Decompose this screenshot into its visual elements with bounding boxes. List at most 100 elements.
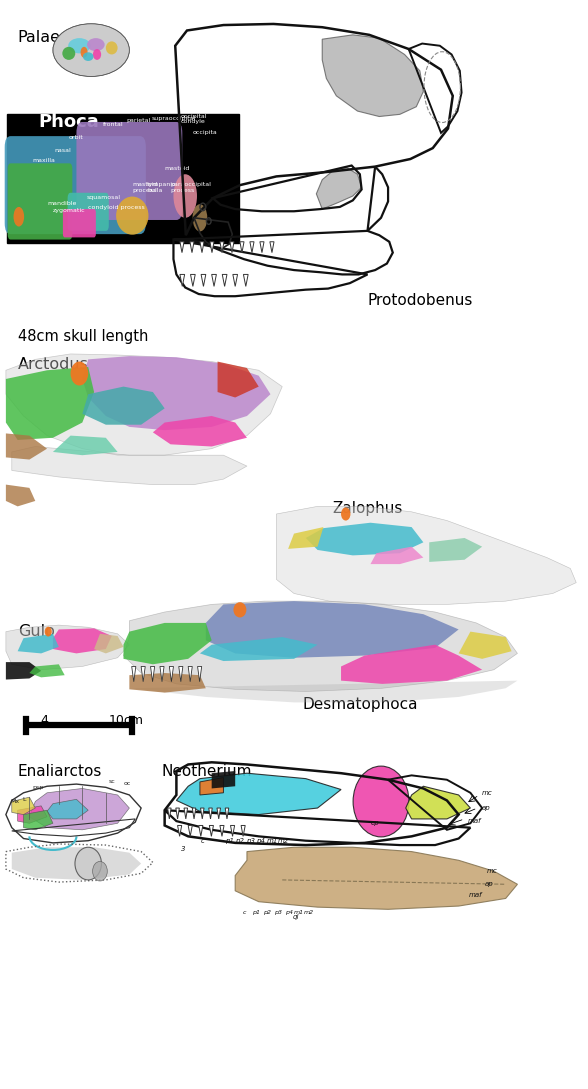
Text: 4: 4: [40, 714, 48, 727]
Polygon shape: [12, 847, 141, 880]
Polygon shape: [201, 808, 204, 819]
Text: Neotherium: Neotherium: [162, 764, 252, 780]
Polygon shape: [240, 242, 244, 253]
Text: 10cm: 10cm: [109, 714, 144, 727]
Text: m1: m1: [294, 910, 304, 915]
Text: c: c: [201, 837, 205, 844]
Polygon shape: [12, 797, 35, 815]
Text: p3: p3: [274, 910, 282, 915]
Ellipse shape: [93, 49, 101, 60]
Text: p4: p4: [256, 837, 265, 844]
Ellipse shape: [353, 767, 409, 836]
Text: p3: p3: [246, 837, 255, 844]
Polygon shape: [233, 274, 238, 286]
Polygon shape: [230, 242, 234, 253]
Polygon shape: [132, 666, 136, 682]
FancyBboxPatch shape: [5, 136, 146, 234]
Polygon shape: [288, 527, 323, 549]
Text: Protodobenus: Protodobenus: [368, 293, 473, 308]
Polygon shape: [29, 664, 65, 677]
Polygon shape: [270, 242, 274, 253]
Polygon shape: [212, 274, 216, 286]
Polygon shape: [129, 681, 517, 702]
Polygon shape: [222, 274, 227, 286]
Ellipse shape: [233, 602, 246, 617]
Polygon shape: [180, 242, 184, 253]
Text: maxilla: maxilla: [32, 158, 55, 162]
Polygon shape: [6, 367, 94, 440]
Polygon shape: [235, 847, 517, 909]
FancyBboxPatch shape: [68, 193, 109, 231]
Polygon shape: [169, 666, 173, 682]
Polygon shape: [459, 632, 512, 659]
Polygon shape: [341, 645, 482, 684]
Polygon shape: [82, 356, 270, 430]
Polygon shape: [151, 666, 155, 682]
Text: Mx: Mx: [11, 798, 20, 804]
Text: occipita: occipita: [192, 131, 217, 135]
Polygon shape: [18, 634, 59, 653]
Ellipse shape: [45, 626, 52, 636]
Text: p2: p2: [263, 910, 272, 915]
Ellipse shape: [341, 507, 350, 521]
Polygon shape: [220, 825, 224, 836]
Polygon shape: [200, 637, 318, 661]
Polygon shape: [6, 625, 129, 670]
Text: psp: psp: [32, 784, 44, 790]
Polygon shape: [316, 168, 362, 209]
Text: p4: p4: [285, 910, 293, 915]
Polygon shape: [123, 623, 212, 664]
Text: m1: m1: [267, 837, 278, 844]
Text: p2: p2: [235, 837, 244, 844]
Polygon shape: [429, 538, 482, 562]
Polygon shape: [129, 673, 206, 693]
Bar: [7, 114, 239, 243]
Polygon shape: [200, 242, 204, 253]
Text: supraoccipital: supraoccipital: [152, 117, 196, 121]
Polygon shape: [241, 825, 245, 836]
Text: oc: oc: [123, 781, 131, 786]
Polygon shape: [225, 808, 229, 819]
Polygon shape: [29, 788, 129, 830]
Text: mandible: mandible: [47, 201, 76, 206]
Ellipse shape: [83, 52, 93, 61]
Polygon shape: [192, 808, 196, 819]
Text: Zalophus: Zalophus: [332, 501, 403, 516]
Polygon shape: [6, 433, 47, 460]
FancyBboxPatch shape: [76, 122, 182, 220]
FancyBboxPatch shape: [63, 209, 96, 237]
FancyBboxPatch shape: [8, 163, 72, 240]
Polygon shape: [199, 825, 203, 836]
Polygon shape: [82, 387, 165, 425]
Text: mc: mc: [482, 790, 493, 796]
Text: sc: sc: [109, 779, 115, 784]
Polygon shape: [209, 808, 212, 819]
Ellipse shape: [68, 38, 91, 53]
Text: p1: p1: [225, 837, 233, 844]
Polygon shape: [176, 773, 341, 815]
Polygon shape: [6, 354, 282, 455]
Polygon shape: [160, 666, 164, 682]
Text: maf: maf: [469, 892, 483, 898]
Polygon shape: [6, 485, 35, 506]
Ellipse shape: [62, 47, 75, 60]
Ellipse shape: [116, 196, 149, 235]
Polygon shape: [188, 666, 192, 682]
Text: c: c: [242, 910, 246, 915]
Text: mastoid
process: mastoid process: [132, 182, 158, 193]
Polygon shape: [53, 436, 118, 455]
Polygon shape: [230, 825, 235, 836]
Text: 3: 3: [181, 846, 186, 853]
Polygon shape: [24, 810, 53, 830]
Polygon shape: [218, 362, 259, 397]
Ellipse shape: [14, 207, 24, 227]
Text: Enaliarctos: Enaliarctos: [18, 764, 102, 780]
Polygon shape: [260, 242, 264, 253]
Polygon shape: [188, 825, 192, 836]
Ellipse shape: [106, 41, 118, 54]
Text: zygomatic: zygomatic: [53, 208, 85, 212]
Polygon shape: [220, 242, 224, 253]
Polygon shape: [179, 666, 183, 682]
Text: squamosal: squamosal: [87, 195, 121, 199]
Text: ql: ql: [293, 914, 299, 920]
